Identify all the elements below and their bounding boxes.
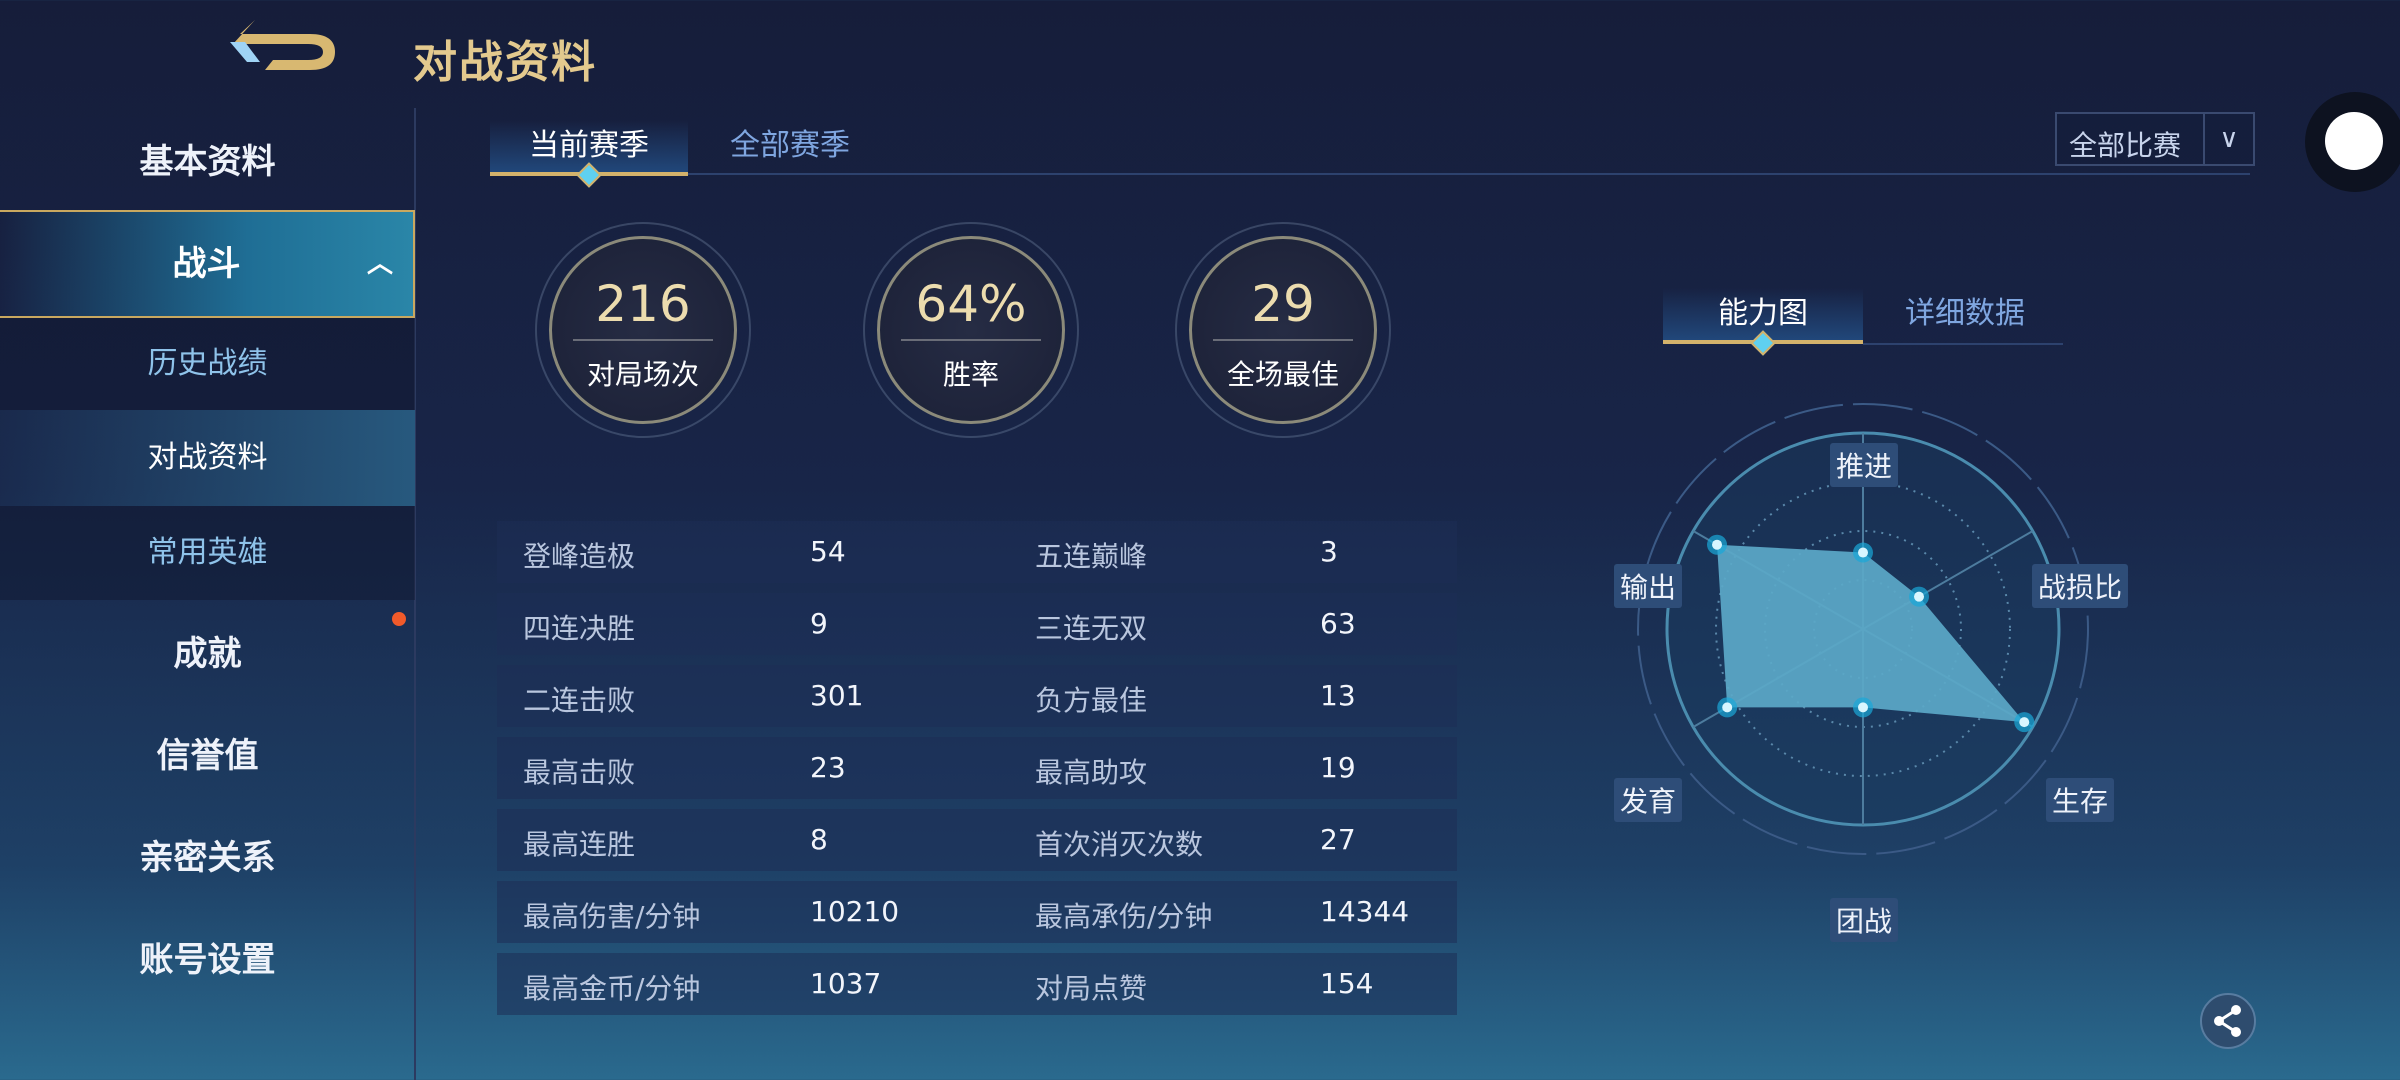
sidebar-item-history[interactable]: 历史战绩 [0, 318, 415, 410]
stat-value: 19 [1320, 751, 1356, 784]
circle-icon [2325, 112, 2383, 170]
sidebar-divider [414, 108, 416, 1080]
sidebar-item-label: 战斗 [172, 244, 241, 284]
radar-axis-label: 输出 [1613, 564, 1683, 608]
share-icon [2214, 1005, 2241, 1037]
radar-axis-label: 战损比 [2031, 564, 2129, 608]
stat-matches: 216 对局场次 [535, 222, 751, 438]
stat-name: 登峰造极 [523, 540, 636, 573]
stat-value: 29 [1251, 275, 1315, 333]
dropdown-value: 全部比赛 [2069, 129, 2182, 162]
stat-value: 23 [810, 751, 846, 784]
back-arrow-icon[interactable] [215, 14, 345, 76]
radar-point [2019, 717, 2030, 728]
radar-grid-ring [1715, 481, 2011, 777]
ability-radar-chart [1637, 403, 2089, 855]
sidebar-item-heroes[interactable]: 常用英雄 [0, 506, 415, 600]
outer-ring [1637, 403, 2089, 855]
stat-value: 216 [595, 275, 691, 333]
stat-value: 10210 [810, 895, 900, 928]
table-row: 二连击败 301 负方最佳 13 [497, 665, 1457, 727]
sidebar-item-battle[interactable]: 战斗 ︿ [0, 210, 415, 318]
stat-value: 8 [810, 823, 828, 856]
stat-label: 对局场次 [586, 358, 699, 391]
stat-label: 全场最佳 [1226, 358, 1339, 391]
table-row: 最高击败 23 最高助攻 19 [497, 737, 1457, 799]
sidebar-item-achievements[interactable]: 成就 [173, 634, 242, 674]
stat-name: 四连决胜 [523, 612, 636, 645]
stat-value: 64% [915, 275, 1027, 333]
tab-detail-data[interactable]: 详细数据 [1905, 296, 2025, 331]
match-filter-dropdown[interactable]: 全部比赛 ∨ [2055, 112, 2255, 166]
stat-name: 最高助攻 [1035, 756, 1148, 789]
stat-name: 三连无双 [1035, 612, 1148, 645]
page-title: 对战资料 [413, 37, 597, 88]
stat-name: 二连击败 [523, 684, 636, 717]
stat-name: 首次消灭次数 [1035, 828, 1204, 861]
radar-point [1858, 547, 1868, 558]
stat-label: 胜率 [942, 358, 999, 391]
stat-value: 27 [1320, 823, 1356, 856]
radar-point [1712, 539, 1723, 550]
notification-dot [392, 612, 406, 626]
sidebar-item-account[interactable]: 账号设置 [139, 940, 276, 980]
radar-axis-label: 推进 [1829, 443, 1899, 487]
stat-value: 54 [810, 535, 846, 568]
floating-assist-button[interactable] [2305, 92, 2400, 192]
stat-name: 最高击败 [523, 756, 636, 789]
radar-axis-label: 生存 [2045, 778, 2115, 822]
chevron-up-icon: ︿ [366, 249, 393, 279]
radar-axis-label: 团战 [1829, 898, 1899, 942]
stat-mvp: 29 全场最佳 [1175, 222, 1391, 438]
stat-name: 最高连胜 [523, 828, 636, 861]
stat-name: 最高承伤/分钟 [1035, 900, 1213, 933]
stat-value: 9 [810, 607, 828, 640]
stat-value: 13 [1320, 679, 1356, 712]
table-row: 最高伤害/分钟 10210 最高承伤/分钟 14344 [497, 881, 1457, 943]
stat-name: 负方最佳 [1035, 684, 1148, 717]
stat-value: 63 [1320, 607, 1356, 640]
tab-all-seasons[interactable]: 全部赛季 [730, 128, 850, 163]
table-row: 登峰造极 54 五连巅峰 3 [497, 521, 1457, 583]
sidebar-item-credit[interactable]: 信誉值 [156, 736, 259, 776]
stat-value: 1037 [810, 967, 882, 1000]
sidebar-item-battle-data[interactable]: 对战资料 [0, 410, 415, 506]
stat-value: 3 [1320, 535, 1338, 568]
radar-area [1717, 544, 2025, 723]
stat-name: 最高金币/分钟 [523, 972, 701, 1005]
radar-point [1914, 591, 1925, 602]
stat-name: 最高伤害/分钟 [523, 900, 701, 933]
radar-point [1858, 702, 1868, 713]
sidebar-item-basic-info[interactable]: 基本资料 [139, 142, 276, 182]
stat-value: 154 [1320, 967, 1374, 1000]
stat-name: 五连巅峰 [1035, 540, 1148, 573]
tab-ability-chart[interactable]: 能力图 [1663, 288, 1863, 344]
table-row: 最高连胜 8 首次消灭次数 27 [497, 809, 1457, 871]
sidebar-item-relations[interactable]: 亲密关系 [139, 838, 276, 878]
radar-axis-label: 发育 [1613, 778, 1683, 822]
table-row: 最高金币/分钟 1037 对局点赞 154 [497, 953, 1457, 1015]
stat-value: 301 [810, 679, 864, 712]
tab-current-season[interactable]: 当前赛季 [490, 120, 688, 176]
radar-point [1722, 702, 1733, 713]
stat-value: 14344 [1320, 895, 1410, 928]
stat-name: 对局点赞 [1035, 972, 1148, 1005]
chart-tab-underline [1863, 343, 2063, 345]
share-button[interactable] [2200, 993, 2256, 1049]
stat-winrate: 64% 胜率 [863, 222, 1079, 438]
table-row: 四连决胜 9 三连无双 63 [497, 593, 1457, 655]
tab-underline [490, 173, 2250, 175]
chevron-down-icon: ∨ [2203, 114, 2253, 164]
